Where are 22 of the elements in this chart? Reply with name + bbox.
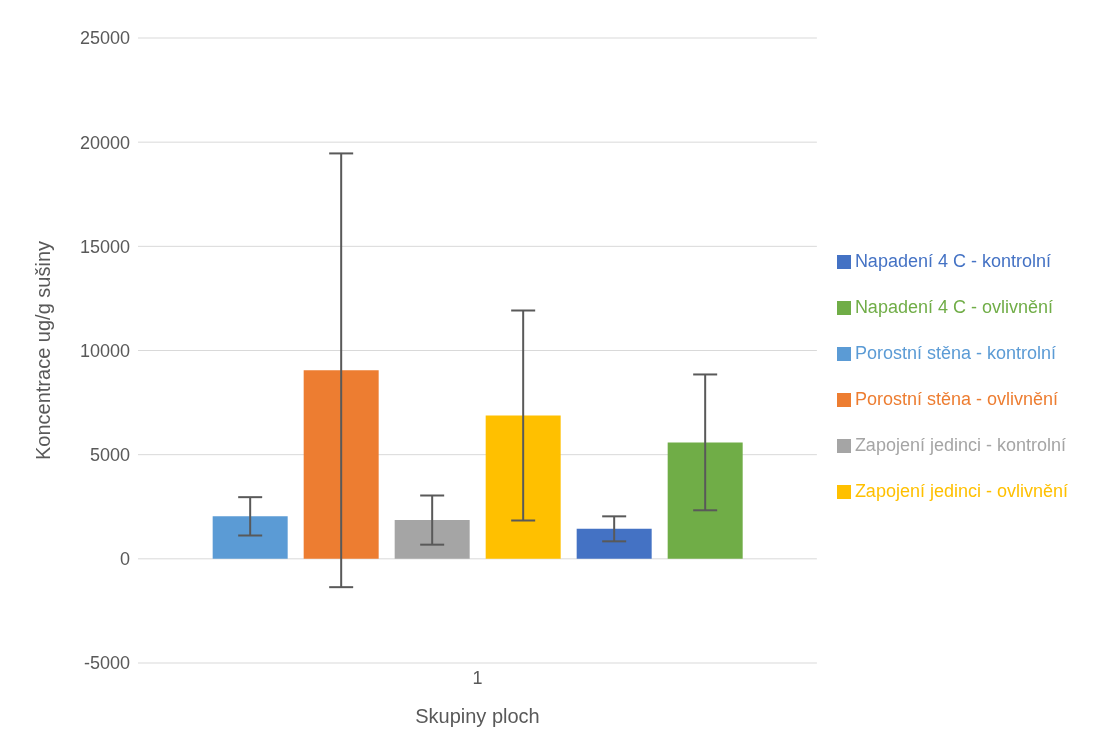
y-tick-label: 5000 xyxy=(89,445,130,466)
y-axis-title: Koncentrace ug/g sušiny xyxy=(32,240,55,461)
y-tick-label: -5000 xyxy=(83,653,130,674)
bar xyxy=(394,520,470,559)
x-axis-title: Skupiny ploch xyxy=(415,705,540,727)
y-tick-label: 25000 xyxy=(79,28,130,49)
bar xyxy=(485,415,561,559)
bar xyxy=(212,516,288,559)
bar xyxy=(303,370,379,559)
legend-label: Napadení 4 C - ovlivnění xyxy=(854,296,1053,317)
x-tick-label: 1 xyxy=(472,667,483,688)
y-tick-label: 0 xyxy=(119,549,130,570)
legend-label: Zapojení jedinci - ovlivnění xyxy=(854,480,1068,501)
y-tick-label: 15000 xyxy=(79,236,130,257)
y-tick-label: 20000 xyxy=(79,132,130,153)
legend-label: Porostní stěna - ovlivnění xyxy=(854,388,1058,409)
y-tick-label: 10000 xyxy=(79,340,130,361)
bar xyxy=(667,442,743,559)
bar xyxy=(576,528,652,559)
legend-label: Napadení 4 C - kontrolní xyxy=(854,250,1051,271)
legend-label: Zapojení jedinci - kontrolní xyxy=(854,434,1066,455)
legend-label: Porostní stěna - kontrolní xyxy=(854,342,1056,363)
